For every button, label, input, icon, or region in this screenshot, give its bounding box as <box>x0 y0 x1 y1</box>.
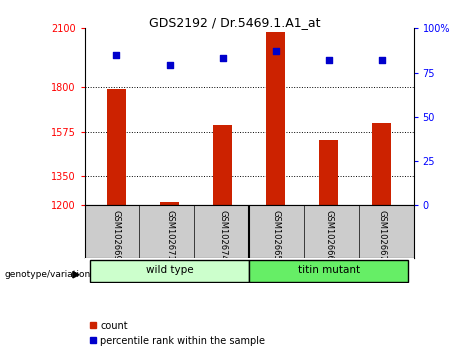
Text: wild type: wild type <box>146 265 193 275</box>
Bar <box>90 260 249 282</box>
Point <box>113 52 120 58</box>
Point <box>166 63 173 68</box>
Text: genotype/variation: genotype/variation <box>5 270 91 279</box>
Text: GSM102674: GSM102674 <box>218 210 227 260</box>
Point <box>272 48 279 54</box>
Text: GSM102669: GSM102669 <box>112 210 121 260</box>
Bar <box>213 125 232 205</box>
Point <box>325 57 332 63</box>
Bar <box>107 89 126 205</box>
Text: titin mutant: titin mutant <box>298 265 360 275</box>
Text: GSM102667: GSM102667 <box>377 210 386 261</box>
Bar <box>249 260 408 282</box>
Bar <box>160 202 179 205</box>
Bar <box>266 32 285 205</box>
Polygon shape <box>73 272 79 278</box>
Text: GSM102671: GSM102671 <box>165 210 174 260</box>
Text: GSM102666: GSM102666 <box>324 210 333 261</box>
Bar <box>320 141 338 205</box>
Legend: count, percentile rank within the sample: count, percentile rank within the sample <box>89 321 265 346</box>
Text: GSM102665: GSM102665 <box>271 210 280 260</box>
Point <box>378 57 385 63</box>
Point <box>219 56 227 61</box>
Text: GDS2192 / Dr.5469.1.A1_at: GDS2192 / Dr.5469.1.A1_at <box>149 16 321 29</box>
Bar <box>373 123 391 205</box>
